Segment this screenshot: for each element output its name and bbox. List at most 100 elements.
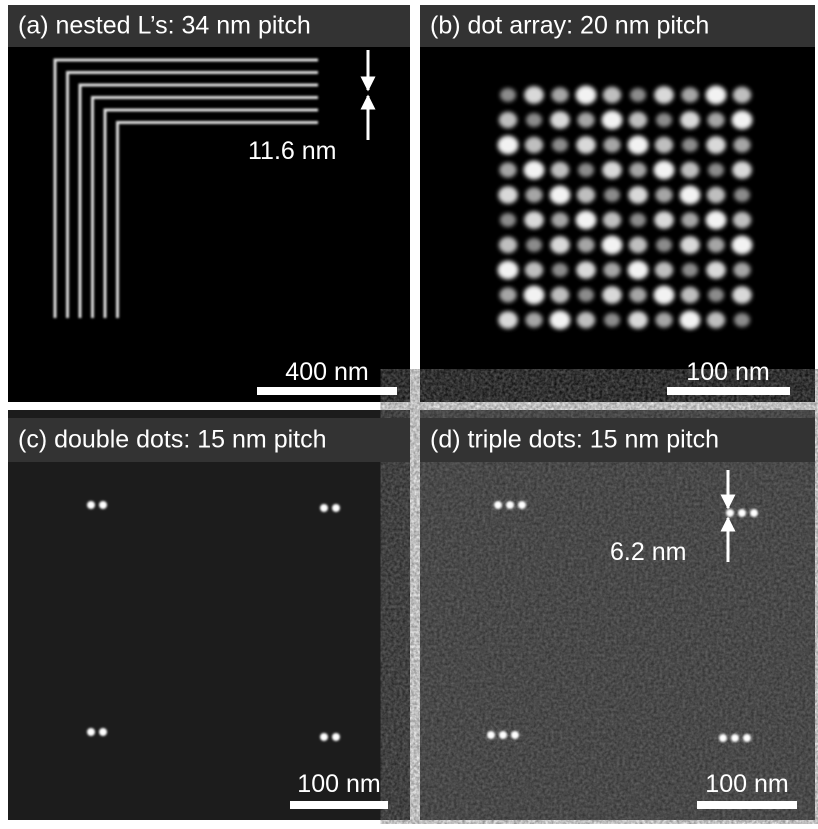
- dot: [655, 187, 672, 202]
- dot: [732, 111, 753, 130]
- dot: [628, 136, 649, 155]
- dot: [732, 161, 752, 179]
- dot: [680, 236, 700, 254]
- dot: [656, 238, 672, 252]
- dot: [511, 731, 519, 739]
- scale-bar-label: 100 nm: [297, 770, 380, 798]
- dot: [525, 312, 542, 327]
- dot: [498, 136, 519, 155]
- dot: [654, 211, 674, 229]
- scale-bar: [667, 387, 790, 395]
- dot: [550, 311, 571, 330]
- dot: [604, 188, 620, 202]
- panel-d-noise: [420, 410, 815, 820]
- page: {"panels": [ {"title": "(a) nested L’s: …: [0, 0, 818, 824]
- dot: [603, 262, 620, 277]
- dot: [602, 111, 623, 130]
- dot: [680, 186, 701, 205]
- dot: [524, 161, 545, 180]
- dot: [499, 237, 517, 253]
- dot: [708, 163, 724, 177]
- dot: [708, 288, 724, 302]
- dot: [750, 509, 758, 517]
- dot: [498, 261, 519, 280]
- dot: [654, 286, 675, 305]
- dot: [500, 213, 516, 227]
- dot: [551, 162, 569, 178]
- dot: [681, 287, 699, 303]
- dot: [550, 186, 571, 205]
- dot: [732, 286, 752, 304]
- dot: [577, 237, 594, 252]
- dot: [628, 311, 648, 329]
- dot: [602, 236, 623, 255]
- dot: [99, 728, 107, 736]
- dot: [628, 186, 648, 204]
- dot: [577, 187, 595, 203]
- dot: [734, 313, 750, 327]
- dot: [332, 504, 340, 512]
- dot: [524, 286, 545, 305]
- dot: [726, 509, 734, 517]
- dot: [629, 237, 647, 253]
- dot: [320, 504, 328, 512]
- dot: [732, 236, 753, 255]
- dot: [681, 212, 698, 227]
- dot: [332, 733, 340, 741]
- figure: (a) nested L’s: 34 nm pitch (b) dot arra…: [0, 0, 818, 824]
- dot: [682, 138, 698, 152]
- annotation: 6.2 nm: [610, 538, 686, 566]
- dot: [654, 86, 674, 104]
- dot: [506, 501, 514, 509]
- dot: [552, 263, 568, 277]
- dot: [656, 113, 672, 127]
- dot: [654, 161, 675, 180]
- dot: [578, 288, 594, 302]
- dot: [738, 509, 746, 517]
- dot: [733, 212, 751, 228]
- dot: [733, 137, 750, 152]
- dot: [733, 87, 751, 103]
- annotation: 11.6 nm: [248, 137, 336, 165]
- dot: [320, 733, 328, 741]
- dot: [629, 162, 646, 177]
- dot: [707, 237, 724, 252]
- dot: [525, 262, 543, 278]
- dot: [499, 112, 517, 128]
- dot: [603, 87, 621, 103]
- dot: [731, 734, 739, 742]
- dot: [733, 262, 750, 277]
- dot: [552, 138, 568, 152]
- scale-bar-label: 100 nm: [686, 358, 769, 386]
- dot: [99, 501, 107, 509]
- dot: [550, 236, 570, 254]
- dot: [577, 312, 595, 328]
- dot: [494, 501, 502, 509]
- scale-bar: [697, 801, 797, 809]
- dot: [734, 188, 750, 202]
- dot: [602, 286, 622, 304]
- dot: [706, 261, 726, 279]
- panel-title: (d) triple dots: 15 nm pitch: [430, 426, 719, 454]
- dot: [707, 187, 725, 203]
- panel-title: (b) dot array: 20 nm pitch: [430, 12, 709, 40]
- dot: [655, 312, 672, 327]
- dot: [682, 263, 698, 277]
- dot: [551, 87, 568, 102]
- dot: [500, 88, 516, 102]
- panel-title: (a) nested L’s: 34 nm pitch: [18, 12, 311, 40]
- dot: [499, 287, 516, 302]
- dot: [499, 731, 507, 739]
- dot: [603, 212, 621, 228]
- dot: [577, 112, 594, 127]
- dot: [487, 731, 495, 739]
- dot: [499, 162, 516, 177]
- dot: [707, 112, 724, 127]
- dot: [526, 113, 542, 127]
- dot: [719, 734, 727, 742]
- dot: [87, 501, 95, 509]
- dot: [526, 238, 542, 252]
- dot: [551, 287, 569, 303]
- dot: [629, 287, 646, 302]
- dot: [706, 211, 727, 230]
